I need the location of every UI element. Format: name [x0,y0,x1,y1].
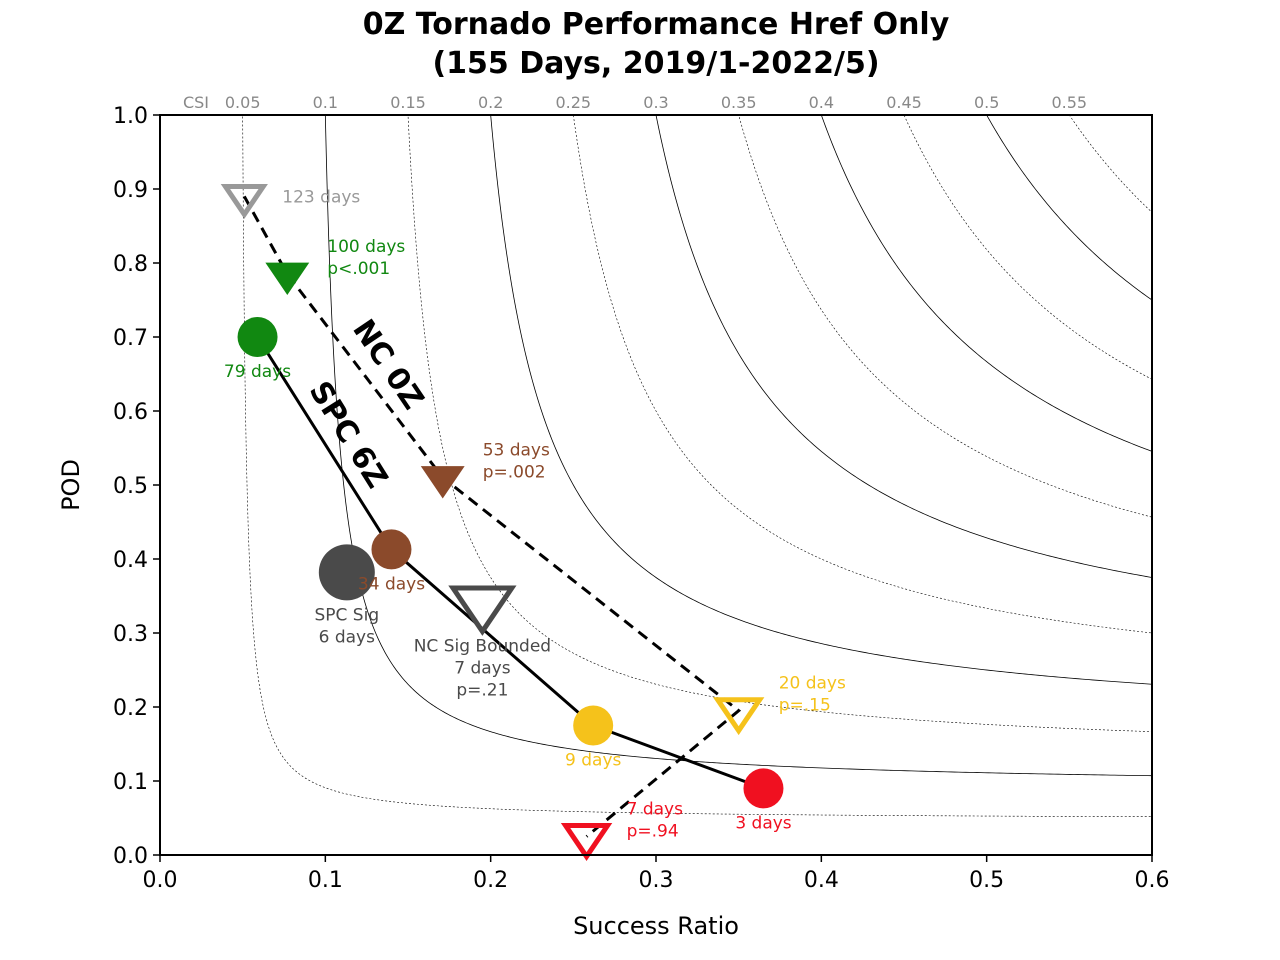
point-label: 53 days [483,441,550,461]
marker-triangle-open [220,184,268,219]
csi-curve [655,115,1152,578]
point-label: 34 days [358,574,425,594]
x-tick-label: 0.1 [308,868,343,893]
y-tick-label: 0.0 [113,844,148,869]
x-tick-label: 0.2 [473,868,508,893]
x-tick-label: 0.0 [143,868,178,893]
csi-labels: 0.05 0.1 0.15 0.2 0.25 0.3 0.35 0.4 0.45 0.5 0.55 [225,93,1087,112]
csi-curves [242,115,1152,818]
y-axis-label: POD [57,459,85,511]
marker-circle [573,705,614,746]
point-label: p=.15 [779,696,831,716]
csi-tick-label: 0.55 [1051,93,1087,112]
csi-tick-label: 0.2 [478,93,503,112]
marker-triangle [265,262,310,295]
point-label: 20 days [779,674,846,694]
marker-triangle-open [560,823,613,861]
marker-circle [237,317,278,357]
point-label: 3 days [735,813,791,833]
y-axis: 0.0 0.1 0.2 0.3 0.4 0.5 0.6 0.7 0.8 0.9 1.0 [113,104,160,869]
y-tick-label: 0.2 [113,696,148,721]
x-axis: 0.0 0.1 0.2 0.3 0.4 0.5 0.6 [143,855,1170,893]
x-axis-label: Success Ratio [573,912,739,940]
csi-curve [903,115,1152,380]
csi-curve [324,115,1152,777]
y-tick-label: 0.1 [113,770,148,795]
series-line [256,336,765,790]
csi-tick-label: 0.05 [225,93,261,112]
csi-tick-label: 0.3 [643,93,668,112]
csi-tick-label: 0.35 [721,93,757,112]
point-label: NC Sig Bounded [414,636,551,656]
csi-axis-label: CSI [183,93,209,112]
point-label: p=.002 [483,463,546,483]
point-label: 79 days [224,362,291,382]
marker-circle [371,529,412,570]
markers [220,184,784,861]
point-label: 7 days [627,800,683,820]
point-label: 6 days [319,627,375,647]
csi-curve [242,115,1152,818]
y-tick-label: 0.8 [113,252,148,277]
marker-circle [743,768,784,809]
csi-curve [820,115,1152,452]
point-label: 100 days [327,237,405,257]
csi-curve [490,115,1152,685]
csi-tick-label: 0.45 [886,93,922,112]
csi-tick-label: 0.5 [974,93,999,112]
csi-curve [986,115,1152,301]
point-label: SPC Sig [314,605,379,625]
marker-triangle-open [448,585,517,636]
point-label: 9 days [565,751,621,771]
x-tick-label: 0.4 [804,868,839,893]
x-tick-label: 0.3 [639,868,674,893]
point-label: 7 days [454,658,510,678]
y-tick-label: 0.4 [113,548,148,573]
point-label: 123 days [282,187,360,207]
point-label: p=.21 [456,680,508,700]
y-tick-label: 0.6 [113,400,148,425]
csi-tick-label: 0.1 [313,93,338,112]
csi-tick-label: 0.25 [555,93,591,112]
y-tick-label: 0.3 [113,622,148,647]
csi-tick-label: 0.4 [809,93,834,112]
y-tick-label: 1.0 [113,104,148,129]
x-tick-label: 0.6 [1135,868,1170,893]
point-label: p=.94 [627,822,679,842]
series-label-spc-6z: SPC 6Z [302,375,395,494]
chart-title-line1: 0Z Tornado Performance Href Only [363,7,950,42]
series-lines [242,195,765,838]
plot-frame [159,114,1153,856]
series-line [242,195,742,838]
y-tick-label: 0.5 [113,474,148,499]
csi-curve [573,115,1152,634]
chart-title-line2: (155 Days, 2019/1-2022/5) [432,46,879,81]
x-tick-label: 0.5 [969,868,1004,893]
marker-triangle-open [712,697,765,736]
marker-triangle [420,466,465,499]
csi-curve [407,115,1152,732]
point-label: p<.001 [327,259,390,279]
marker-circle [318,544,375,601]
y-tick-label: 0.7 [113,326,148,351]
y-tick-label: 0.9 [113,178,148,203]
csi-tick-label: 0.15 [390,93,426,112]
csi-curve [738,115,1152,518]
